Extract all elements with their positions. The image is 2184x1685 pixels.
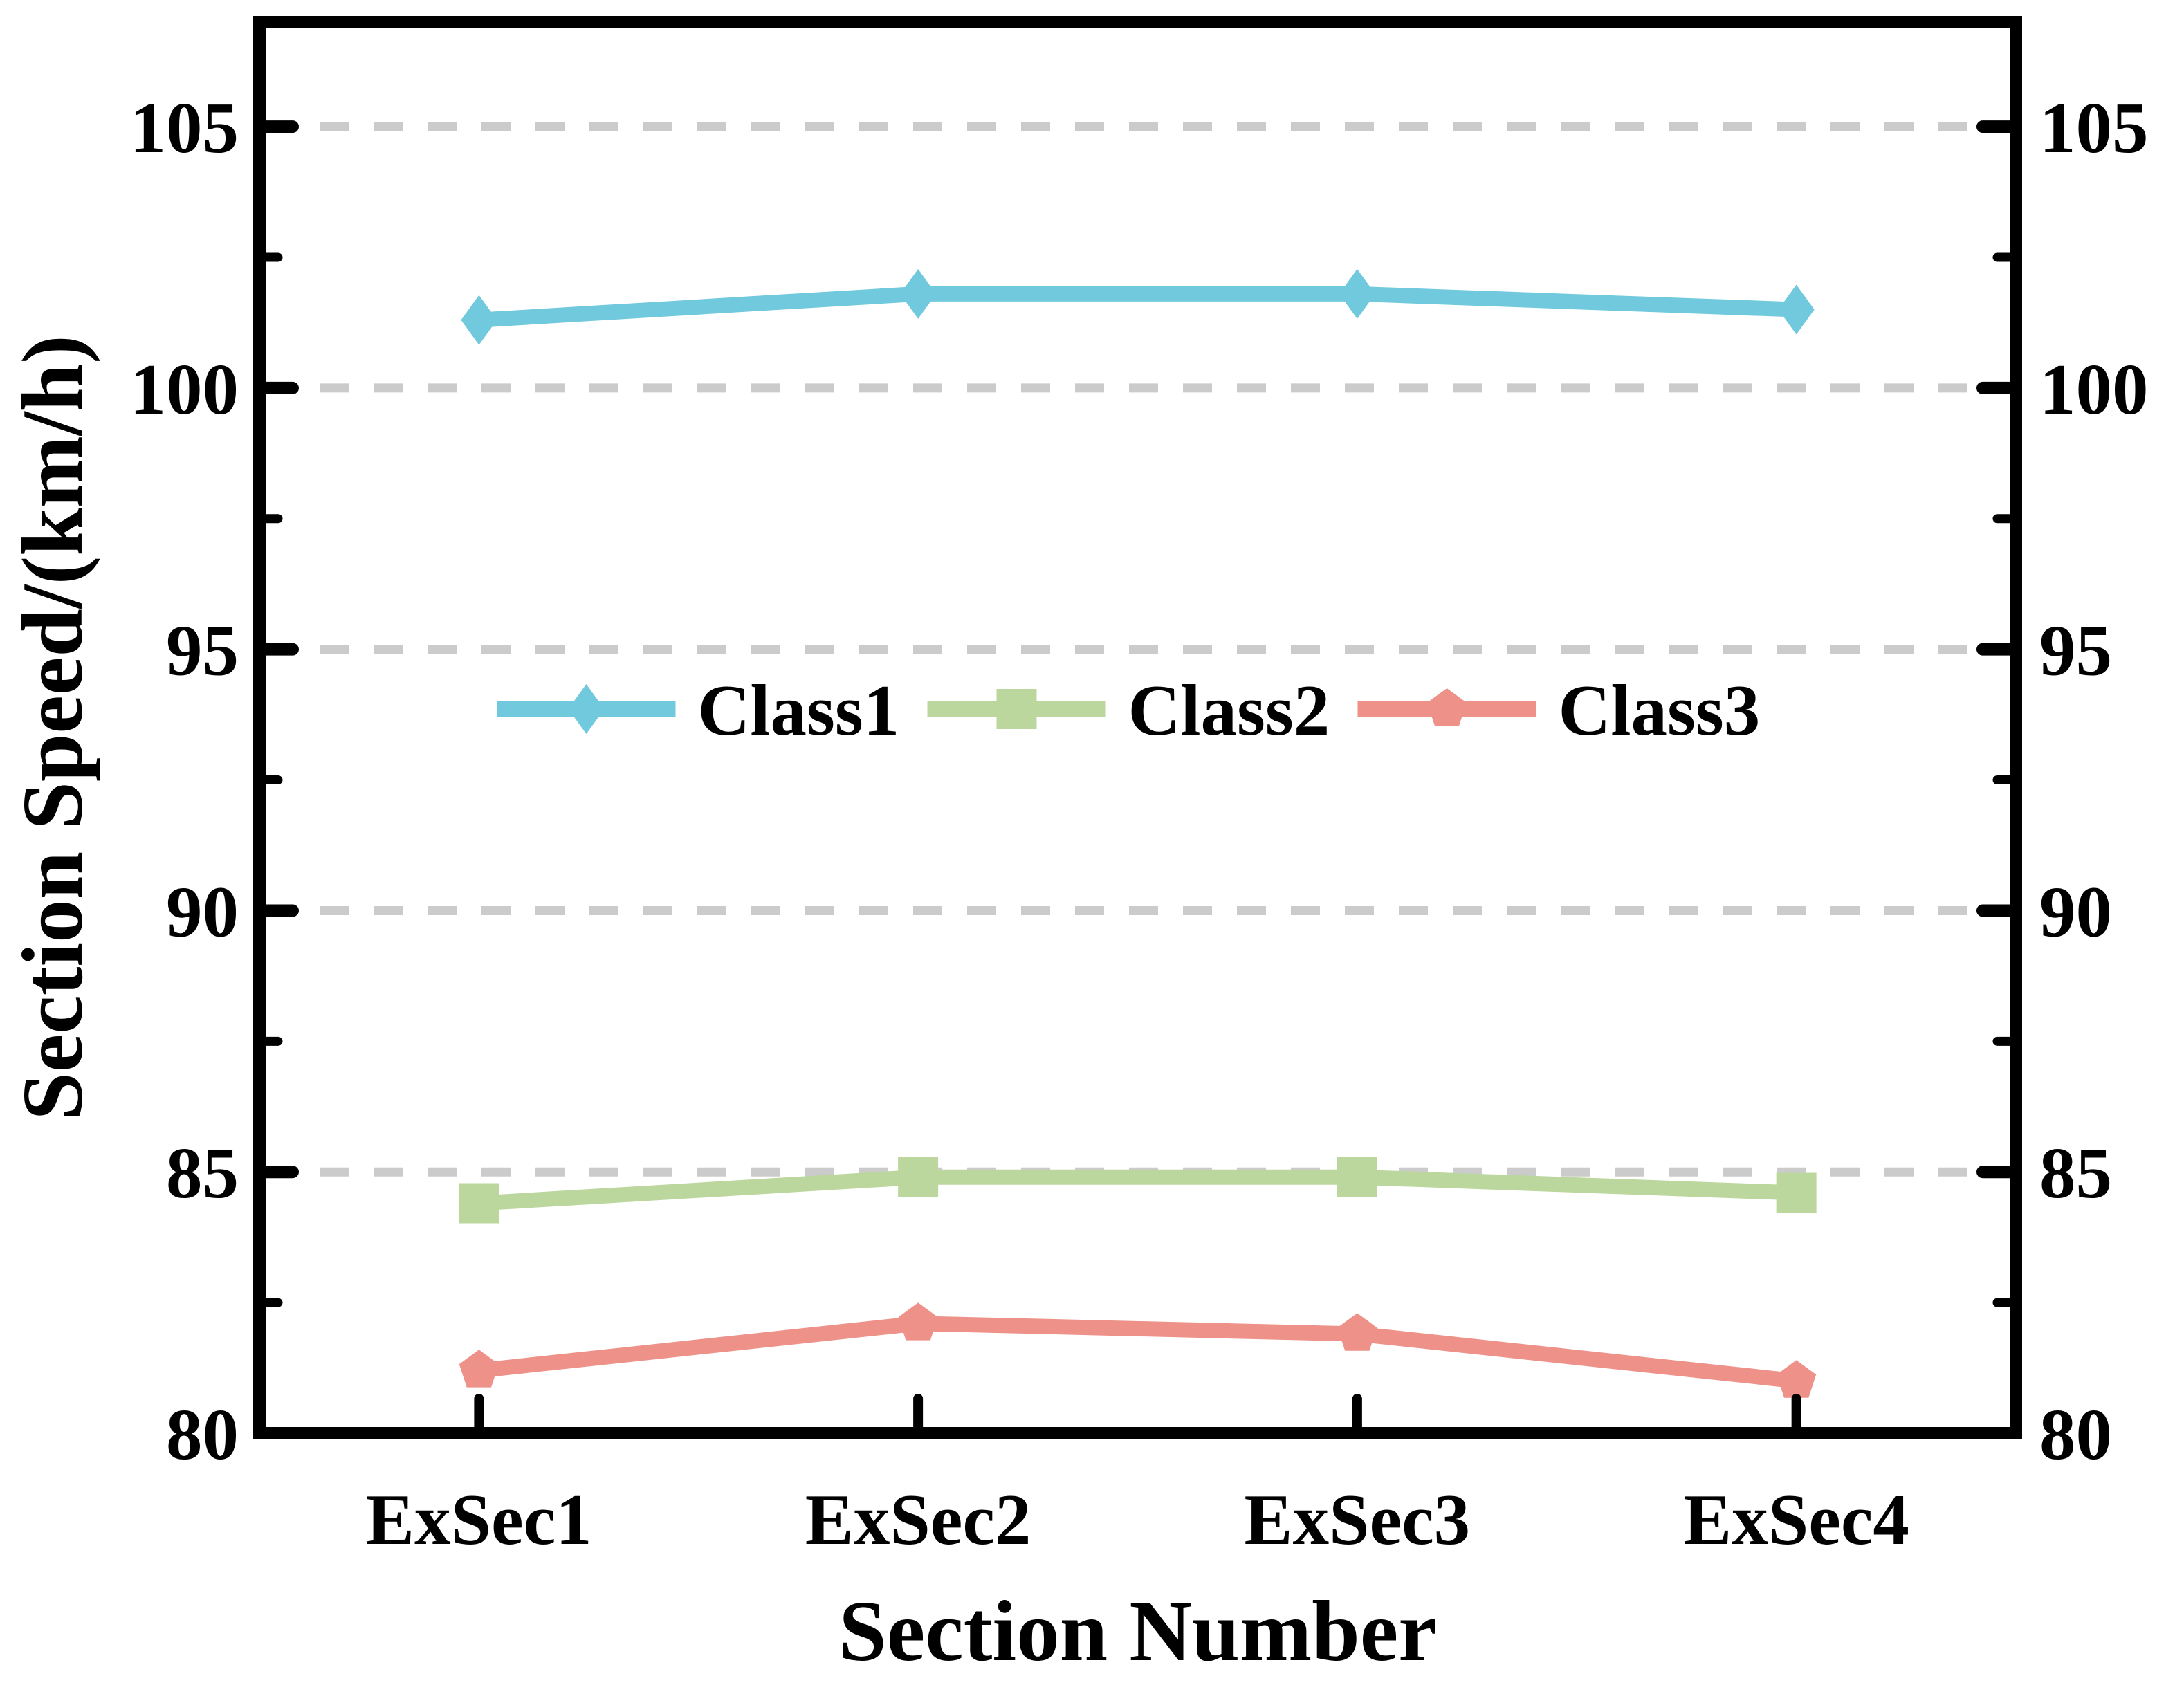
plot-border: [253, 16, 2022, 1439]
square-marker: [898, 1157, 939, 1197]
pentagon-marker: [1337, 1313, 1377, 1351]
series-line: [478, 286, 1797, 328]
x-tick-label: ExSec1: [366, 1479, 592, 1560]
series-line: [478, 1169, 1797, 1211]
diamond-marker: [1339, 268, 1375, 319]
diamond-marker: [900, 268, 937, 319]
legend-pentagon-marker: [1427, 688, 1467, 726]
y-tick-label-right: 90: [2039, 871, 2112, 952]
y-tick-label-left: 100: [130, 349, 239, 430]
y-tick-label-left: 105: [130, 87, 239, 168]
y-tick-label-left: 80: [166, 1394, 239, 1475]
series-class1: [461, 268, 1815, 345]
x-tick-label: ExSec3: [1245, 1479, 1471, 1560]
y-tick-label-left: 85: [166, 1132, 239, 1213]
y-tick-label-right: 100: [2039, 349, 2149, 430]
legend-item-class1: Class1: [497, 670, 900, 751]
legend-label: Class3: [1559, 670, 1761, 751]
square-marker: [1337, 1157, 1377, 1197]
diamond-marker: [1778, 284, 1815, 335]
square-marker: [459, 1183, 499, 1224]
series-class2: [459, 1157, 1817, 1224]
legend-square-marker: [996, 689, 1037, 729]
x-axis-title: Section Number: [838, 1584, 1437, 1679]
legend-diamond-marker: [568, 684, 605, 734]
legend: Class1 Class2 Class3: [497, 670, 1761, 751]
legend-label: Class2: [1128, 670, 1330, 751]
square-marker: [1776, 1172, 1817, 1213]
diamond-marker: [461, 295, 497, 345]
pentagon-marker: [898, 1302, 938, 1341]
y-tick-label-right: 80: [2039, 1394, 2112, 1475]
legend-item-class2: Class2: [927, 670, 1330, 751]
y-axis-title: Section Speed/(km/h): [6, 335, 101, 1121]
y-tick-label-left: 95: [166, 610, 239, 691]
series-class3: [459, 1302, 1817, 1398]
pentagon-marker: [459, 1350, 499, 1388]
series-line: [478, 1316, 1797, 1389]
legend-label: Class1: [698, 670, 900, 751]
y-tick-label-right: 105: [2039, 87, 2149, 168]
legend-item-class3: Class3: [1357, 670, 1761, 751]
y-tick-label-left: 90: [166, 871, 239, 952]
x-tick-label: ExSec2: [805, 1479, 1031, 1560]
pentagon-marker: [1777, 1360, 1817, 1398]
y-tick-label-right: 85: [2039, 1132, 2112, 1213]
x-tick-label: ExSec4: [1683, 1479, 1909, 1560]
y-tick-label-right: 95: [2039, 610, 2112, 691]
axis-ticks: [253, 120, 2022, 1439]
